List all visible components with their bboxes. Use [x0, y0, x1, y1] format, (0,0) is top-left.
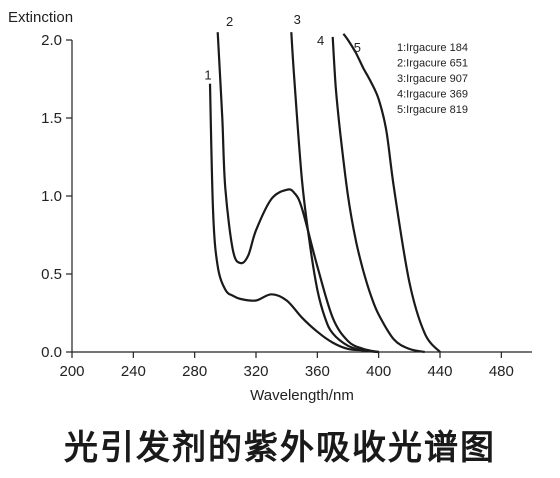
x-tick-label: 200 — [59, 363, 84, 380]
x-tick-label: 480 — [489, 363, 514, 380]
y-tick-label: 0.5 — [41, 266, 62, 283]
curve-labels: 1 2 3 4 5 — [204, 12, 361, 82]
series-line-5 — [342, 33, 441, 353]
y-tick-label: 1.5 — [41, 110, 62, 127]
legend-entry: 2:Irgacure 651 — [397, 58, 468, 70]
x-tick-label: 440 — [427, 363, 452, 380]
legend: 1:Irgacure 184 2:Irgacure 651 3:Irgacure 9… — [397, 42, 468, 116]
legend-entry: 1:Irgacure 184 — [397, 42, 468, 54]
y-tick-label: 0.0 — [41, 344, 62, 361]
series-line-4 — [331, 36, 425, 354]
plot-curves — [208, 32, 441, 354]
legend-entry: 5:Irgacure 819 — [397, 104, 468, 116]
y-ticks: 0.0 0.5 1.0 1.5 2.0 — [41, 32, 72, 361]
y-axis-title: Extinction — [8, 9, 73, 26]
x-axis-title: Wavelength/nm — [250, 387, 354, 404]
x-tick-label: 400 — [366, 363, 391, 380]
x-ticks: 200 240 280 320 360 400 440 480 — [59, 352, 514, 380]
series-label-5: 5 — [354, 40, 361, 55]
series-label-4: 4 — [317, 33, 324, 48]
y-tick-label: 1.0 — [41, 188, 62, 205]
series-line-1 — [208, 83, 379, 354]
chart: 200 240 280 320 360 400 440 480 0.0 0.5 1.0 1.5 2.0… — [8, 9, 532, 404]
x-tick-label: 360 — [305, 363, 330, 380]
x-tick-label: 280 — [182, 363, 207, 380]
x-tick-label: 320 — [243, 363, 268, 380]
series-line-2 — [216, 32, 379, 354]
series-line-3 — [290, 32, 379, 354]
x-tick-label: 240 — [121, 363, 146, 380]
y-tick-label: 2.0 — [41, 32, 62, 49]
series-label-1: 1 — [204, 68, 211, 83]
legend-entry: 4:Irgacure 369 — [397, 89, 468, 101]
series-label-3: 3 — [294, 12, 301, 27]
figure-caption: 光引发剂的紫外吸收光谱图 — [64, 428, 496, 468]
legend-entry: 3:Irgacure 907 — [397, 73, 468, 85]
series-label-2: 2 — [226, 14, 233, 29]
